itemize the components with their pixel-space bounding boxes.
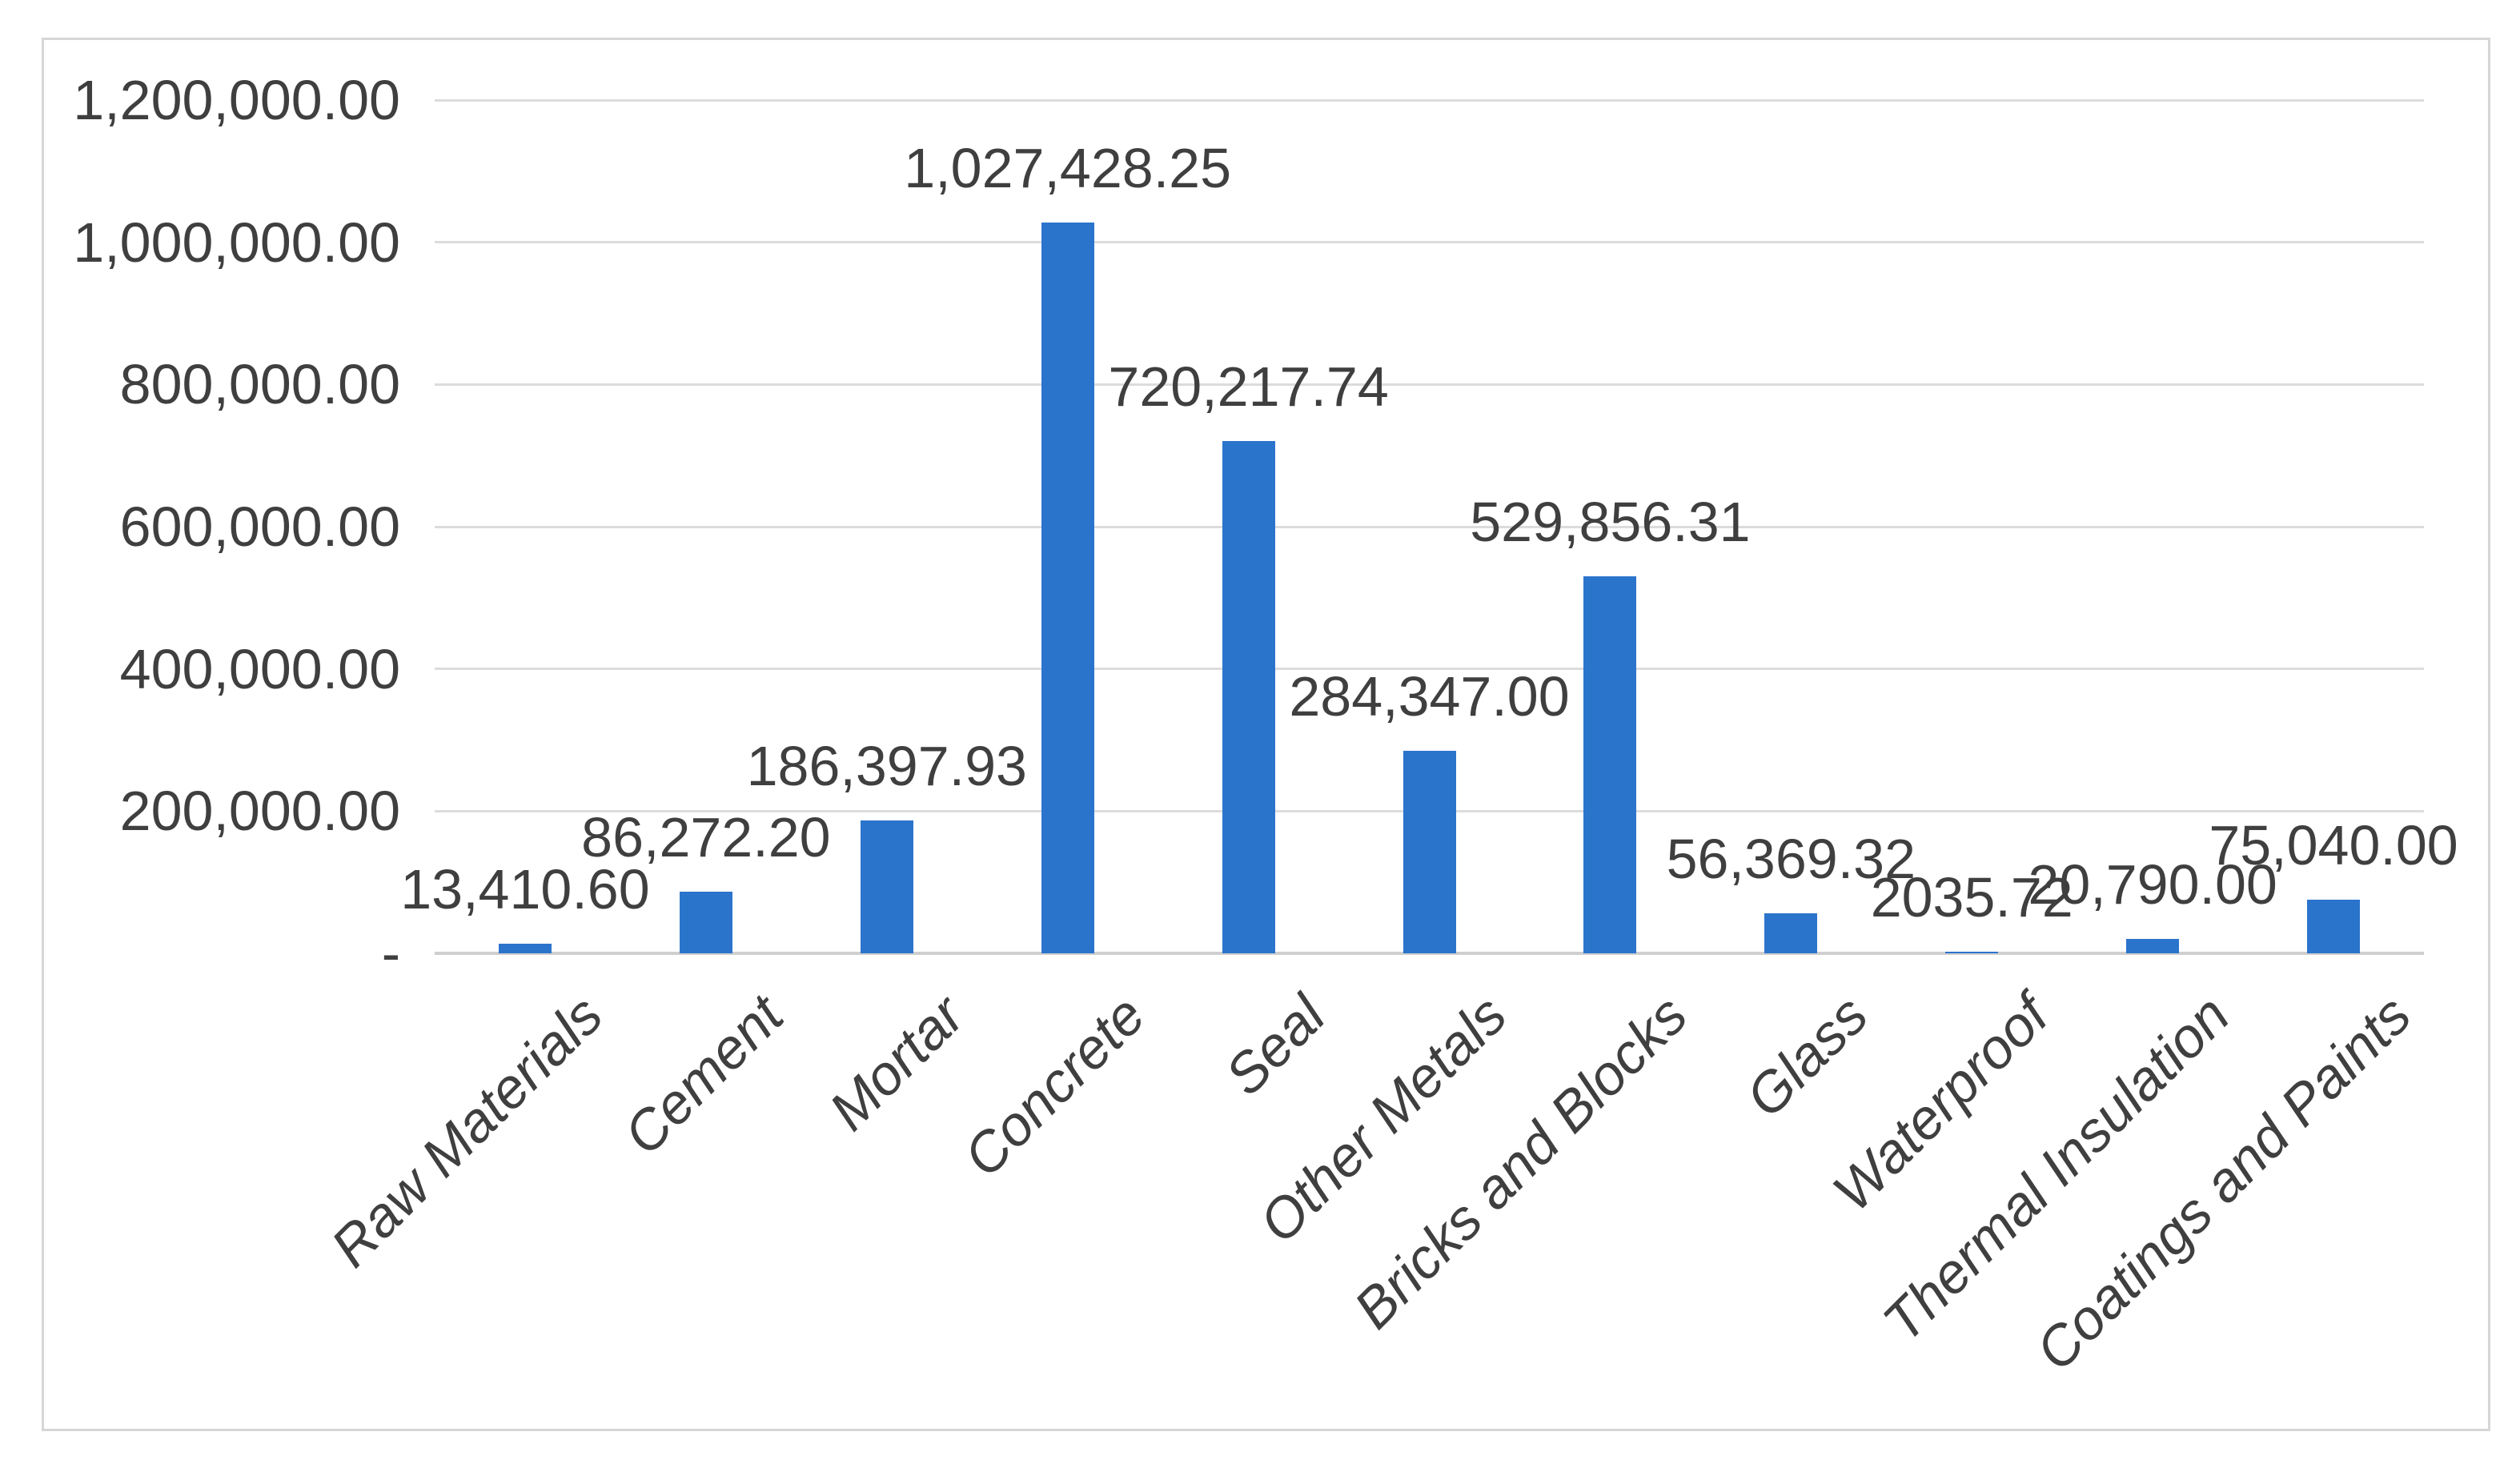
data-label: 20,790.00 bbox=[2028, 852, 2277, 916]
bar bbox=[498, 944, 552, 953]
y-tick-label: - bbox=[381, 922, 400, 985]
data-label: 1,027,428.25 bbox=[904, 137, 1232, 200]
data-label: 186,397.93 bbox=[746, 735, 1027, 798]
data-label: 86,272.20 bbox=[581, 806, 831, 869]
bar bbox=[1222, 441, 1275, 953]
gridline bbox=[435, 668, 2424, 671]
gridline bbox=[435, 383, 2424, 386]
bar bbox=[2126, 938, 2180, 953]
bar bbox=[1583, 576, 1637, 953]
bar bbox=[860, 820, 913, 953]
x-axis-line bbox=[435, 952, 2424, 955]
data-label: 13,410.60 bbox=[400, 858, 650, 921]
data-label: 75,040.00 bbox=[2209, 814, 2458, 877]
data-label: 56,369.32 bbox=[1666, 827, 1916, 890]
y-tick-label: 200,000.00 bbox=[119, 780, 400, 843]
gridline bbox=[435, 241, 2424, 244]
bar bbox=[1041, 223, 1094, 953]
bar bbox=[2307, 900, 2361, 953]
gridline bbox=[435, 525, 2424, 528]
y-tick-label: 400,000.00 bbox=[119, 637, 400, 700]
data-label: 284,347.00 bbox=[1289, 665, 1570, 728]
bar bbox=[1764, 912, 1818, 953]
y-tick-label: 800,000.00 bbox=[119, 353, 400, 416]
data-label: 720,217.74 bbox=[1108, 355, 1389, 419]
bar bbox=[1945, 952, 1999, 953]
y-tick-label: 1,000,000.00 bbox=[73, 211, 400, 274]
bar bbox=[679, 892, 732, 953]
data-label: 529,856.31 bbox=[1470, 491, 1751, 554]
gridline bbox=[435, 98, 2424, 102]
y-tick-label: 600,000.00 bbox=[119, 495, 400, 558]
y-tick-label: 1,200,000.00 bbox=[73, 69, 400, 131]
data-label: 2035.72 bbox=[1870, 866, 2073, 929]
bar bbox=[1402, 751, 1456, 953]
